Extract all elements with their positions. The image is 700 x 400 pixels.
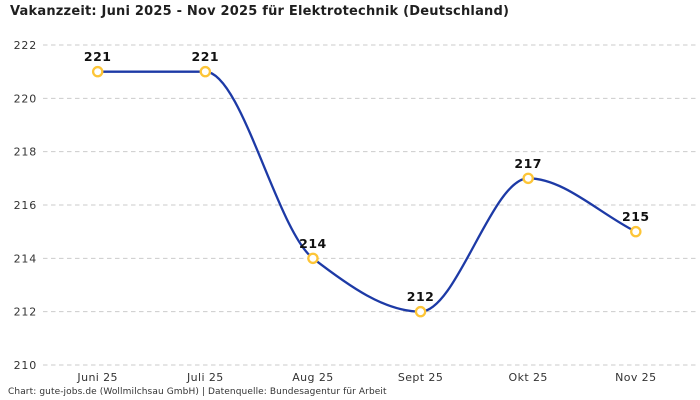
data-point-label: 214: [299, 236, 327, 251]
data-point-marker: [522, 172, 534, 185]
chart-title: Vakanzzeit: Juni 2025 - Nov 2025 für Ele…: [10, 4, 510, 19]
y-axis-tick-labels: 210 212 214 216 218 220 222: [14, 39, 37, 372]
x-tick-label: Juni 25: [76, 371, 118, 384]
x-tick-label: Juli 25: [186, 371, 224, 384]
chart-footer: Chart: gute-jobs.de (Wollmilchsau GmbH) …: [8, 387, 387, 397]
x-tick-label: Nov 25: [615, 371, 656, 384]
data-point-marker: [199, 65, 212, 78]
y-tick-label: 216: [14, 199, 37, 212]
gridlines: [43, 44, 697, 366]
x-tick-label: Okt 25: [509, 371, 548, 384]
y-tick-label: 218: [14, 146, 37, 159]
data-point-labels: 221 221 214 212 217 215: [84, 49, 650, 304]
data-point-marker: [307, 252, 319, 265]
y-tick-label: 220: [14, 92, 37, 105]
data-point-label: 212: [407, 289, 435, 304]
data-point-marker: [414, 305, 427, 318]
data-point-marker: [91, 65, 104, 78]
data-point-label: 215: [622, 209, 650, 224]
series-line: [96, 70, 637, 313]
y-tick-label: 214: [14, 252, 37, 265]
data-point-markers: [91, 65, 642, 318]
data-point-marker: [630, 225, 642, 238]
data-point-label: 221: [192, 49, 220, 64]
y-tick-label: 212: [14, 306, 37, 319]
y-tick-label: 222: [14, 39, 37, 52]
x-tick-label: Aug 25: [292, 371, 333, 384]
x-axis-tick-labels: Juni 25 Juli 25 Aug 25 Sept 25 Okt 25 Nov 25: [76, 371, 656, 384]
data-point-label: 221: [84, 49, 112, 64]
y-tick-label: 210: [14, 359, 37, 372]
x-tick-label: Sept 25: [398, 371, 443, 384]
data-point-label: 217: [514, 156, 542, 171]
